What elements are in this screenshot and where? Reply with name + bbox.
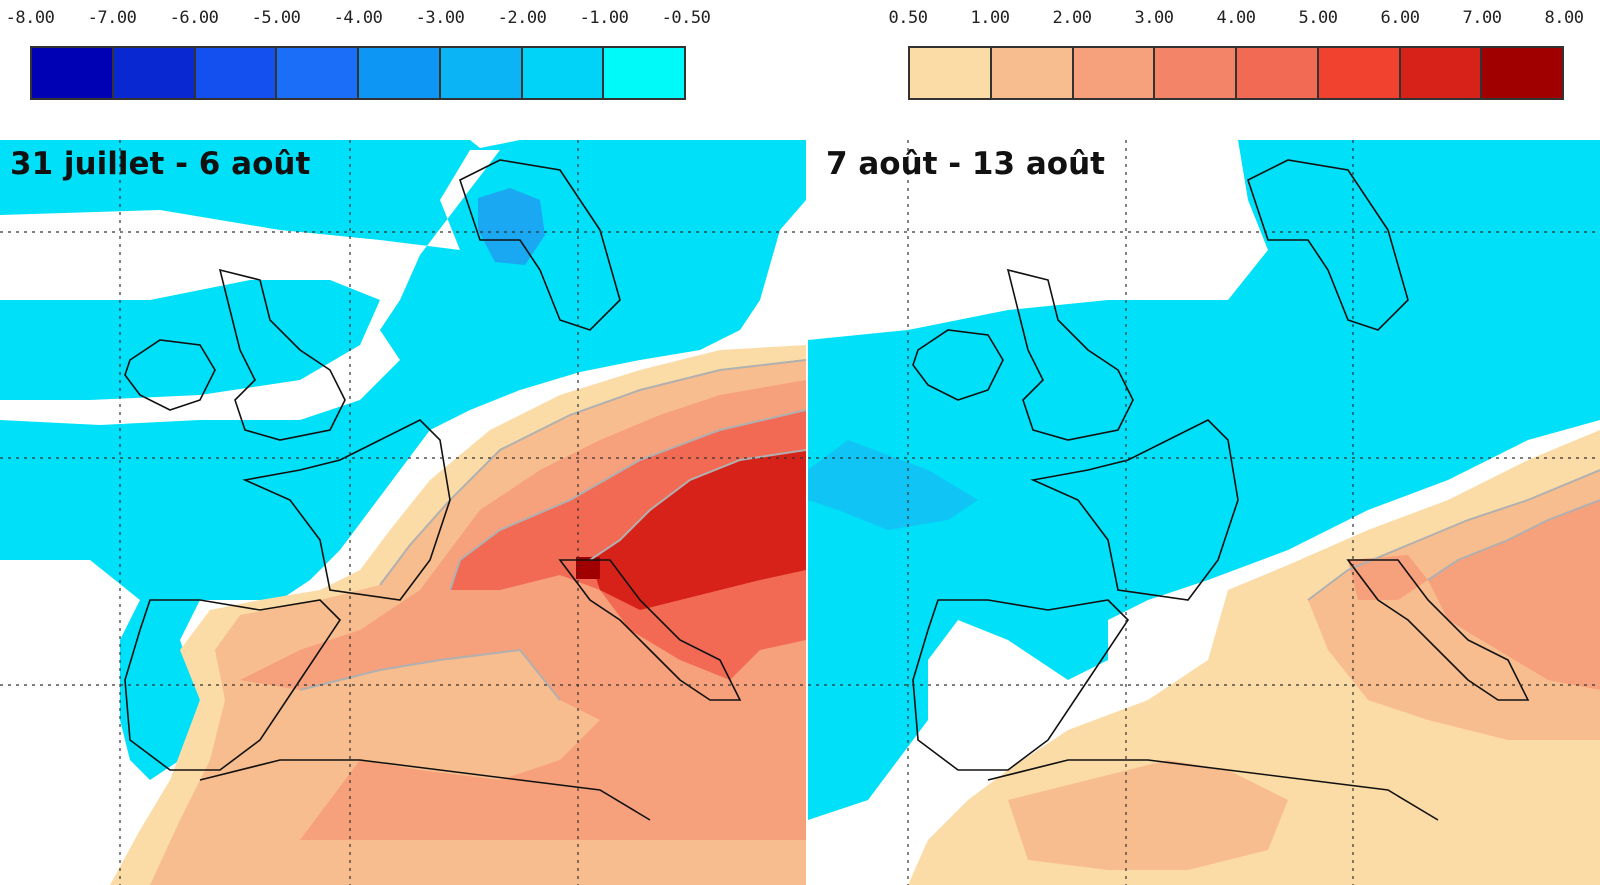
legend-tick: 2.00 [1052, 8, 1092, 28]
legend-tick: 7.00 [1462, 8, 1502, 28]
legend-tick: 0.50 [888, 8, 928, 28]
cool-patch-norway [478, 188, 545, 265]
legend-positive-swatch [1482, 48, 1562, 98]
map-right-canvas [808, 140, 1600, 885]
legend-tick: -6.00 [169, 8, 219, 28]
legend-positive-swatch [991, 48, 1074, 98]
map-left: 31 juillet - 6 août [0, 140, 806, 885]
contour-line [1427, 499, 1600, 581]
legend-tick: -2.00 [497, 8, 547, 28]
legend-tick: -4.00 [333, 8, 383, 28]
legend-positive-swatch [1073, 48, 1156, 98]
neutral-band [808, 225, 1228, 330]
legend-tick: -5.00 [251, 8, 301, 28]
legend-negative-swatch [277, 48, 359, 98]
map-right: 7 août - 13 août [808, 0, 1600, 885]
coastline-scandinavia [1247, 159, 1409, 331]
map-left-title: 31 juillet - 6 août [10, 146, 311, 182]
legend-positive-swatch [1237, 48, 1319, 98]
contour-line [1307, 469, 1600, 601]
legend-positive-swatch [1318, 48, 1401, 98]
legend-tick: 3.00 [1134, 8, 1174, 28]
contour-line [379, 359, 806, 586]
legend-tick: -0.50 [661, 8, 711, 28]
legend-positive-ticks: 0.50 1.00 2.00 3.00 4.00 5.00 6.00 7.00 … [889, 8, 1584, 38]
legend-negative-swatch [113, 48, 196, 98]
contour-line [589, 449, 806, 561]
cool-anomaly-region [808, 140, 1600, 820]
legend-positive-swatch [1155, 48, 1237, 98]
legend-positive-swatch [1400, 48, 1483, 98]
cool-patch [808, 440, 978, 530]
coastline-ireland [912, 329, 1004, 401]
contour-lines [299, 359, 806, 701]
legend-negative-swatch [32, 48, 114, 98]
legend-tick: -8.00 [5, 8, 55, 28]
panel-divider [806, 140, 808, 885]
warm-region-3b [1348, 555, 1428, 600]
contour-lines [1307, 469, 1600, 601]
coastline-france [1030, 419, 1239, 601]
cool-anomaly-region [0, 140, 806, 780]
coastlines [912, 159, 1530, 821]
map-right-title: 7 août - 13 août [826, 146, 1105, 182]
coastline-iberia [124, 599, 342, 771]
legend-negative-swatch [440, 48, 523, 98]
warm-region-2b [1008, 760, 1288, 870]
coastline-britain [1006, 268, 1134, 441]
contour-line [299, 648, 561, 701]
map-left-canvas [0, 140, 806, 885]
legend-tick: 6.00 [1380, 8, 1420, 28]
legend-tick: 1.00 [970, 8, 1010, 28]
legend-tick: -7.00 [87, 8, 137, 28]
legend-positive-bar [908, 46, 1564, 100]
coastlines [124, 159, 742, 821]
legend-negative-swatch [195, 48, 278, 98]
warm-region-5 [590, 450, 806, 610]
legend-negative: -8.00 -7.00 -6.00 -5.00 -4.00 -3.00 -2.0… [6, 8, 711, 100]
legend-negative-ticks: -8.00 -7.00 -6.00 -5.00 -4.00 -3.00 -2.0… [6, 8, 711, 38]
coastline-iberia [912, 599, 1130, 771]
legend-tick: 4.00 [1216, 8, 1256, 28]
coastline-scandinavia [459, 159, 621, 331]
warm-region-3 [1428, 500, 1600, 690]
legend-tick: 5.00 [1298, 8, 1338, 28]
legend-positive-swatch [910, 48, 992, 98]
coastline-britain [218, 268, 346, 441]
neutral-band [0, 150, 500, 425]
coastline-france [242, 419, 451, 601]
legend-tick: -3.00 [415, 8, 465, 28]
legend-negative-swatch [604, 48, 684, 98]
coastline-italy [558, 559, 742, 701]
legend-negative-swatch [359, 48, 441, 98]
legend-tick: 8.00 [1544, 8, 1584, 28]
coastline-north-africa [987, 759, 1439, 821]
contour-line [449, 409, 806, 591]
coastline-ireland [124, 339, 216, 411]
warm-peak-alps [576, 557, 600, 579]
legend-negative-bar [30, 46, 686, 100]
legend-positive: 0.50 1.00 2.00 3.00 4.00 5.00 6.00 7.00 … [889, 8, 1584, 100]
legend-tick: -1.00 [579, 8, 629, 28]
coastline-italy [1346, 559, 1530, 701]
legend-negative-swatch [522, 48, 605, 98]
lat-lon-grid [0, 140, 806, 885]
coastline-north-africa [199, 759, 651, 821]
